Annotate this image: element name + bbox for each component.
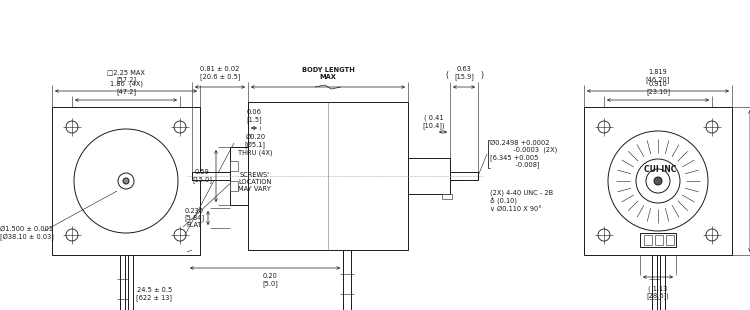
- Circle shape: [706, 121, 718, 133]
- Text: Ø1.500 ± 0.001
[Ø38.10 ± 0.03]: Ø1.500 ± 0.001 [Ø38.10 ± 0.03]: [0, 226, 54, 240]
- Bar: [450, 172, 478, 180]
- Text: 0.910
[23.10]: 0.910 [23.10]: [646, 81, 670, 95]
- Text: Ø0.2498 +0.0002
           -0.0003  (2X)
[6.345 +0.005
            -0.008]: Ø0.2498 +0.0002 -0.0003 (2X) [6.345 +0.0…: [490, 140, 557, 169]
- Text: 0.63
[15.9]: 0.63 [15.9]: [454, 66, 474, 80]
- Text: ( 0.41
[10.4]): ( 0.41 [10.4]): [423, 115, 445, 129]
- Bar: [655, 235, 663, 245]
- Circle shape: [636, 159, 680, 203]
- Text: 0.230
[5.84]
FLAT: 0.230 [5.84] FLAT: [184, 208, 204, 228]
- Circle shape: [598, 229, 610, 241]
- Bar: [442, 194, 452, 199]
- Text: ): ): [480, 71, 483, 80]
- Bar: [192, 172, 230, 180]
- Text: CUI INC: CUI INC: [644, 165, 676, 174]
- Bar: [230, 181, 238, 191]
- Text: 1.86  (4X)
[47.2]: 1.86 (4X) [47.2]: [110, 81, 142, 95]
- Bar: [408, 158, 450, 194]
- Circle shape: [706, 229, 718, 241]
- Text: 0.59
[15.0]: 0.59 [15.0]: [192, 169, 212, 183]
- Bar: [248, 102, 408, 250]
- Circle shape: [608, 131, 708, 231]
- Bar: [640, 233, 676, 247]
- Text: BODY LENGTH
MAX: BODY LENGTH MAX: [302, 67, 355, 80]
- Text: 0.81 ± 0.02
[20.6 ± 0.5]: 0.81 ± 0.02 [20.6 ± 0.5]: [200, 66, 240, 80]
- Bar: [230, 161, 238, 171]
- Text: 1.819
[46.20]: 1.819 [46.20]: [646, 69, 670, 83]
- Text: 0.06
[1.5]: 0.06 [1.5]: [246, 109, 262, 123]
- Bar: [119, 255, 124, 310]
- Circle shape: [123, 178, 129, 184]
- Text: (2X) 4-40 UNC - 2B
♁ (0.10)
∨ Ø0.110 X 90°: (2X) 4-40 UNC - 2B ♁ (0.10) ∨ Ø0.110 X 9…: [490, 190, 553, 212]
- Circle shape: [646, 169, 670, 193]
- Bar: [344, 250, 351, 310]
- Circle shape: [66, 229, 78, 241]
- Circle shape: [598, 121, 610, 133]
- Circle shape: [66, 121, 78, 133]
- Text: 0.20
[5.0]: 0.20 [5.0]: [262, 273, 278, 287]
- Circle shape: [654, 177, 662, 185]
- Circle shape: [118, 173, 134, 189]
- Bar: [584, 107, 732, 255]
- Bar: [666, 235, 674, 245]
- Bar: [52, 107, 200, 255]
- Text: Ø0.20
[Ø5.1]
THRU (4X): Ø0.20 [Ø5.1] THRU (4X): [238, 134, 273, 156]
- Bar: [652, 255, 656, 310]
- Text: ( 1.13
[28.6]): ( 1.13 [28.6]): [646, 285, 669, 299]
- Bar: [128, 255, 133, 310]
- Text: SCREWS'
LOCATION
MAY VARY: SCREWS' LOCATION MAY VARY: [238, 172, 272, 192]
- Bar: [659, 255, 664, 310]
- Bar: [644, 235, 652, 245]
- Circle shape: [174, 229, 186, 241]
- Circle shape: [74, 129, 178, 233]
- Text: □2.25 MAX
[57.2]: □2.25 MAX [57.2]: [107, 69, 145, 83]
- Text: 24.5 ± 0.5
[622 ± 13]: 24.5 ± 0.5 [622 ± 13]: [136, 287, 172, 301]
- Bar: [230, 147, 248, 205]
- Circle shape: [174, 121, 186, 133]
- Text: (: (: [445, 71, 448, 80]
